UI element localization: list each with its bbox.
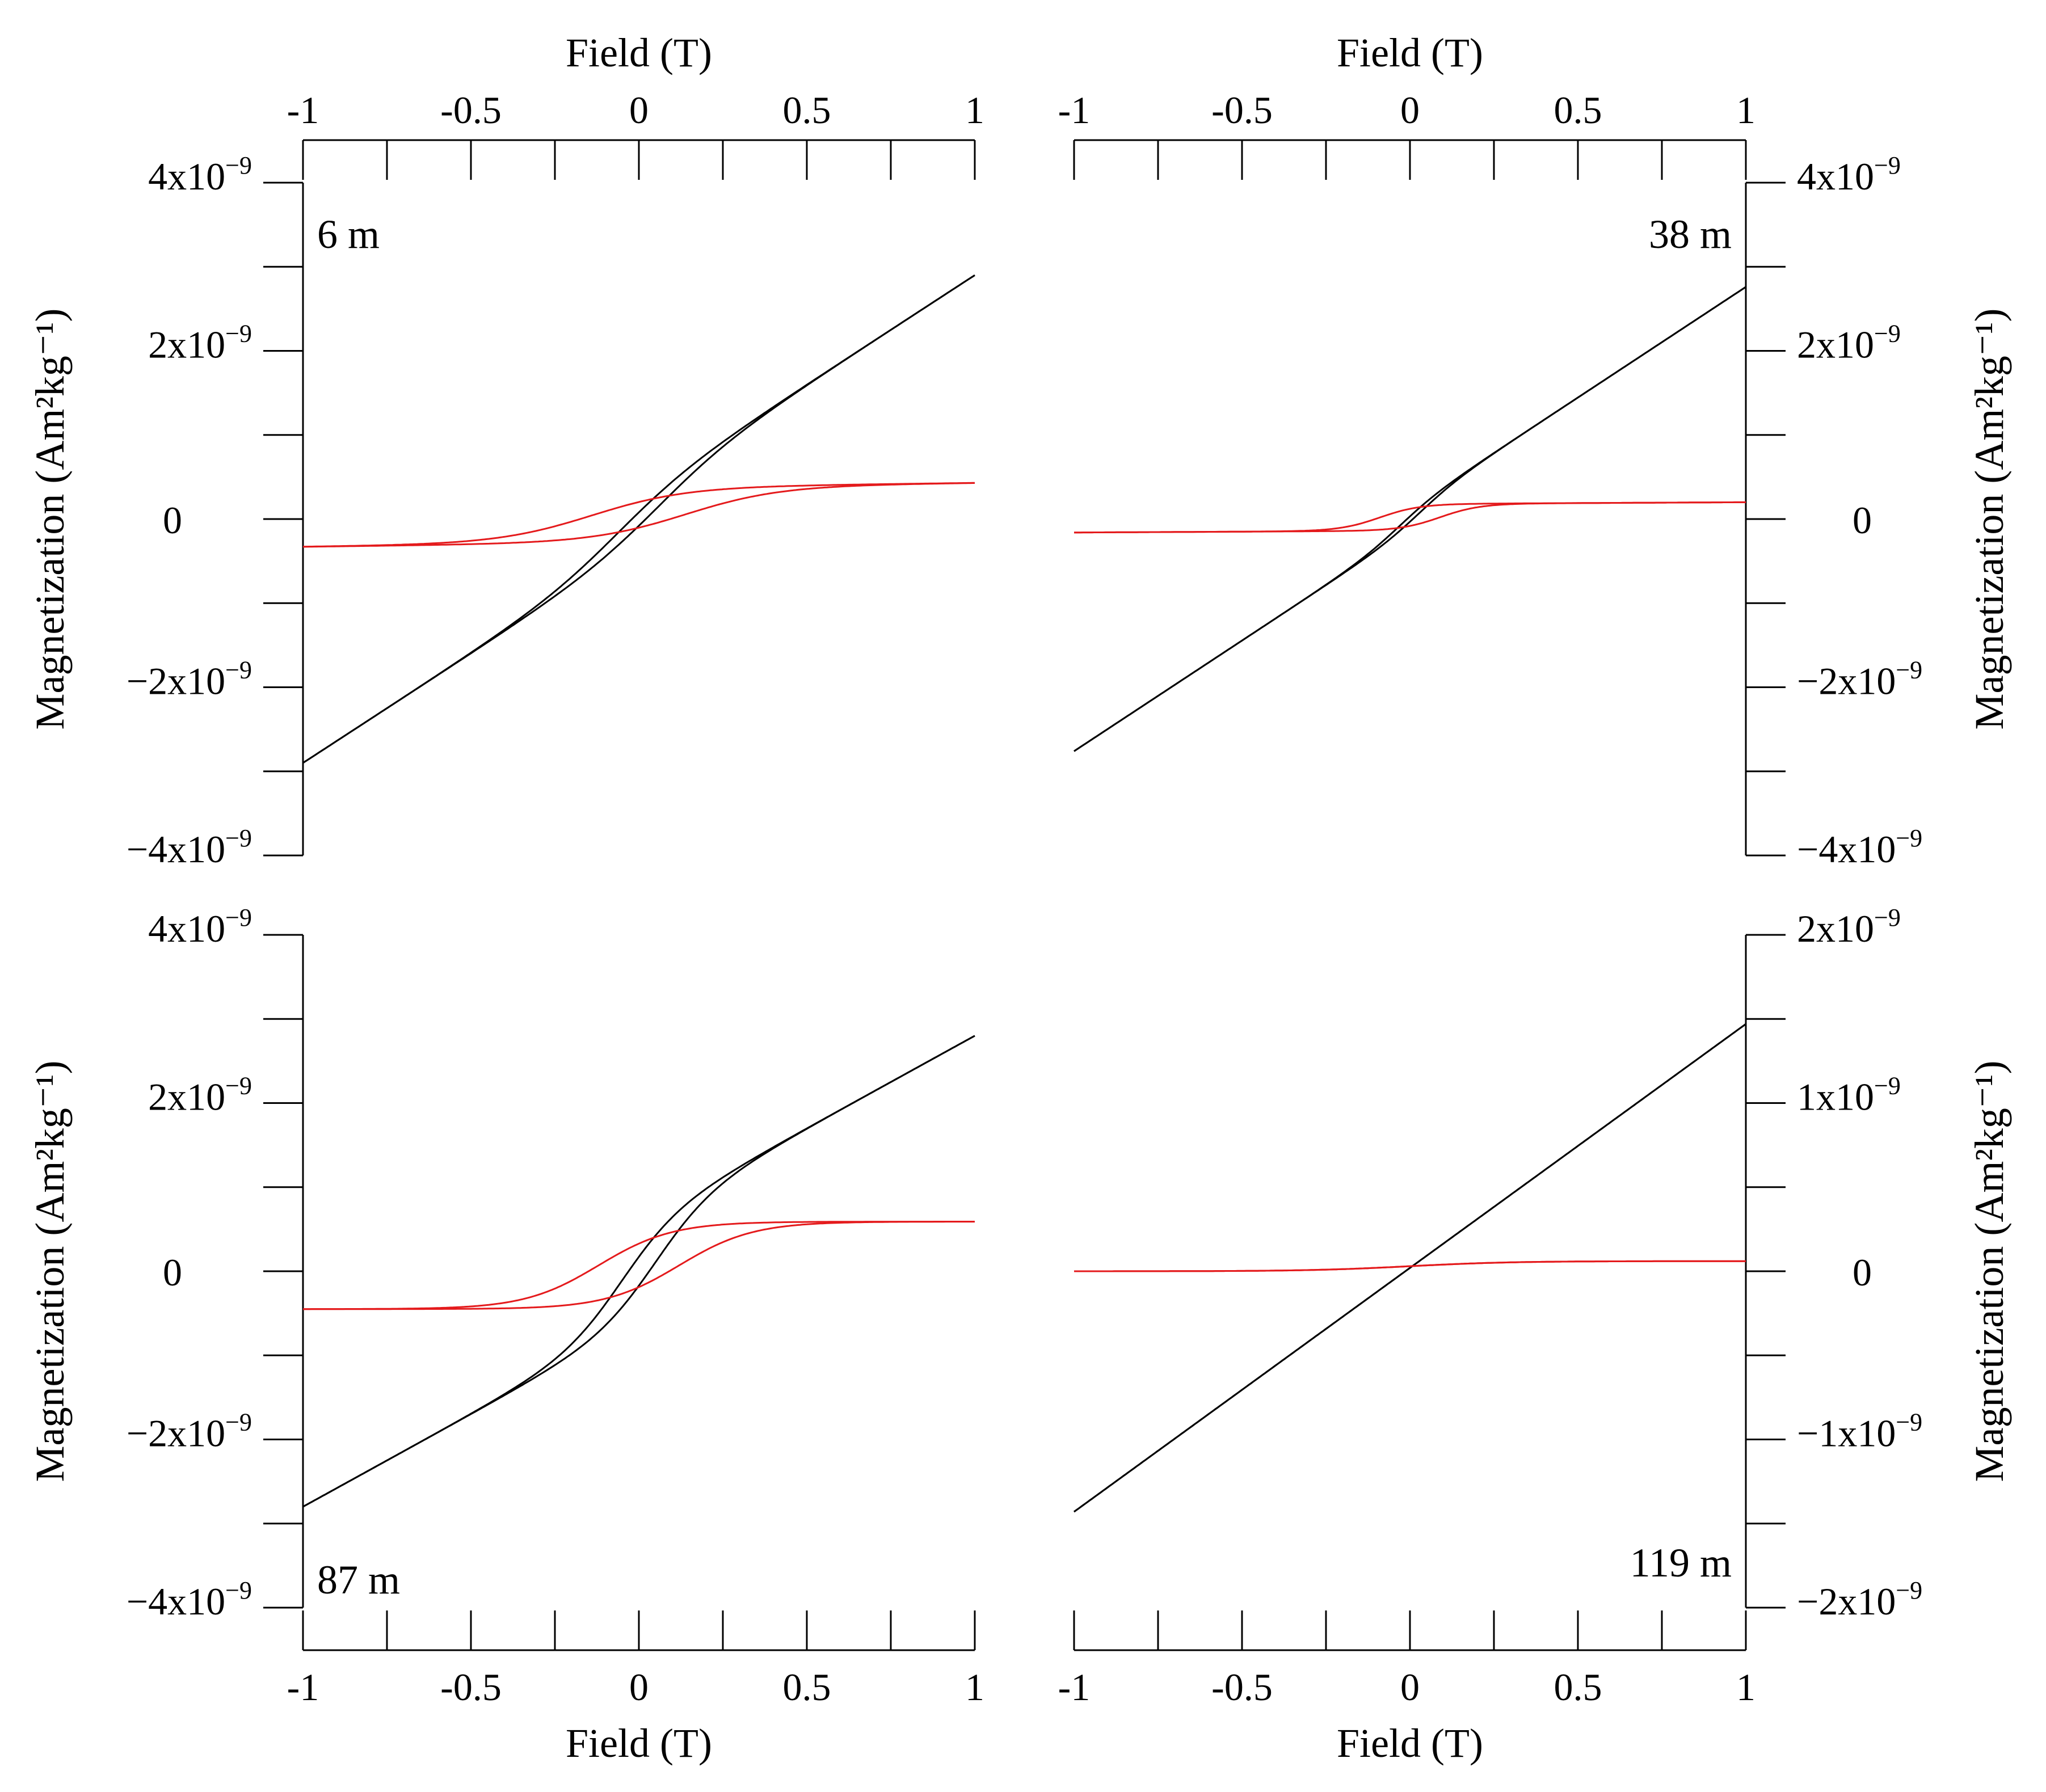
y-tick-label: −2x10−9 [127,656,252,703]
y-axis-title: Magnetization (Am²kg⁻¹) [1967,309,2012,730]
y-tick-label: 2x10−9 [1797,904,1901,950]
x-tick-label: -0.5 [440,88,502,132]
series-black-descending [1073,286,1746,752]
y-tick-label: 0 [1853,499,1872,542]
y-tick-label: −4x10−9 [1797,824,1922,871]
panel-1: -1 -0.5 0 0.5 1 Field (T) −4x10−9 −2x10−9 0 2x10−… [27,30,984,871]
x-tick-label: 0.5 [783,1665,831,1709]
x-tick-label: 1 [1736,1665,1755,1709]
series-red-descending [303,482,975,548]
y-tick-label: 2x10−9 [148,1072,252,1119]
x-tick-label: -1 [287,88,319,132]
panel-3: -1 -0.5 0 0.5 1 Field (T) −4x10−9 −2x10−9 0 2x10−… [27,904,984,1766]
x-tick-label: -0.5 [1211,1665,1273,1709]
y-tick-label: 2x10−9 [1797,320,1901,366]
y-tick-label: −2x10−9 [1797,656,1922,703]
series-red-ascending [302,482,975,548]
x-tick-label: 0.5 [1554,1665,1602,1709]
x-tick-label: -0.5 [1211,88,1273,132]
y-axis-title: Magnetization (Am²kg⁻¹) [1967,1061,2012,1482]
x-tick-label: 0 [629,1665,649,1709]
y-tick-label: −2x10−9 [127,1409,252,1455]
y-tick-label: −4x10−9 [127,824,252,871]
x-tick-label: -1 [287,1665,319,1709]
y-tick-label: 4x10−9 [148,151,252,198]
y-tick-label: 0 [163,1251,182,1294]
series-red-descending [1074,501,1746,534]
x-tick-label: -1 [1058,88,1091,132]
panel-label: 6 m [317,212,380,257]
x-tick-label: -0.5 [440,1665,502,1709]
x-axis-title: Field (T) [566,30,712,75]
series-red-descending [1074,1260,1746,1272]
x-tick-label: 1 [1736,88,1755,132]
series-black-descending [1073,1023,1746,1513]
panel-label: 38 m [1649,212,1732,257]
x-tick-label: 0 [1400,88,1420,132]
panel-4: -1 -0.5 0 0.5 1 Field (T) −2x10−9 −1x10−9 0 1x10−… [1058,904,2012,1766]
x-tick-label: 0.5 [1554,88,1602,132]
y-axis-title: Magnetization (Am²kg⁻¹) [27,309,73,730]
x-tick-label: 0.5 [783,88,831,132]
y-tick-label: 4x10−9 [1797,151,1901,198]
panel-label: 87 m [317,1557,400,1603]
series-black-descending [302,274,975,764]
x-tick-label: 1 [965,1665,984,1709]
y-tick-label: 4x10−9 [148,904,252,950]
y-tick-label: −4x10−9 [127,1576,252,1623]
x-axis-title: Field (T) [1337,30,1483,75]
series-red-descending [303,1221,975,1310]
x-tick-label: -1 [1058,1665,1091,1709]
y-tick-label: 0 [1853,1251,1872,1294]
y-tick-label: −1x10−9 [1797,1409,1922,1455]
y-axis-title: Magnetization (Am²kg⁻¹) [27,1061,73,1482]
x-tick-label: 1 [965,88,984,132]
panel-2: -1 -0.5 0 0.5 1 Field (T) −4x10−9 −2x10−9 0 2x10−… [1058,30,2012,871]
series-black-descending [302,1035,975,1508]
x-axis-title: Field (T) [1337,1721,1483,1766]
y-tick-label: 2x10−9 [148,320,252,366]
y-tick-label: −2x10−9 [1797,1576,1922,1623]
y-tick-label: 1x10−9 [1797,1072,1901,1119]
x-axis-title: Field (T) [566,1721,712,1766]
panel-label: 119 m [1630,1540,1732,1586]
y-tick-label: 0 [163,499,182,542]
x-tick-label: 0 [629,88,649,132]
x-tick-label: 0 [1400,1665,1420,1709]
